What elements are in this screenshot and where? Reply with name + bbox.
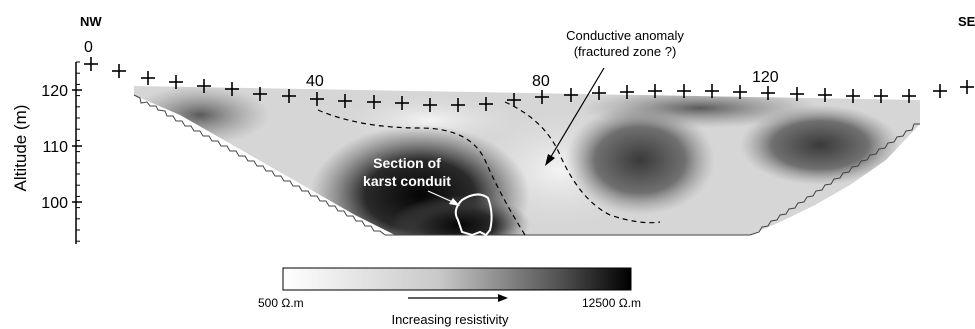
anomaly-boundary-left — [317, 109, 526, 236]
electrode-cross — [677, 84, 691, 98]
conduit-label-line2: karst conduit — [363, 173, 451, 189]
electrode-cross — [423, 98, 437, 112]
distance-label-120: 120 — [752, 69, 779, 86]
anomaly-boundary-right — [504, 101, 661, 224]
distance-label-40: 40 — [306, 73, 324, 90]
electrode-cross — [197, 79, 211, 93]
electrode-cross — [367, 95, 381, 109]
conduit-arrow — [427, 190, 460, 206]
resistivity-section — [133, 86, 920, 236]
altitude-tick-120: 120 — [41, 83, 68, 100]
electrode-cross — [705, 84, 719, 98]
electrode-cross — [535, 90, 549, 104]
anomaly-arrow — [545, 67, 605, 166]
altitude-axis: 120 110 100 Altitude (m) — [11, 61, 82, 244]
colorbar-gradient — [282, 267, 632, 291]
resistivity-colorbar: 500 Ω.m 12500 Ω.m Increasing resistivity — [258, 267, 641, 327]
electrode-cross — [338, 94, 352, 108]
electrode-cross — [225, 82, 239, 96]
electrode-cross — [451, 98, 465, 112]
electrode-cross — [818, 88, 832, 102]
electrode-cross — [960, 80, 974, 94]
karst-conduit-outline — [454, 193, 493, 237]
electrode-cross — [846, 89, 860, 103]
electrode-cross — [874, 89, 888, 103]
electrode-cross — [507, 93, 521, 107]
electrode-cross — [648, 84, 662, 98]
colorbar-caption: Increasing resistivity — [391, 312, 509, 327]
electrode-cross — [902, 89, 916, 103]
altitude-tick-110: 110 — [42, 139, 68, 156]
electrode-cross — [733, 85, 747, 99]
electrode-cross — [84, 57, 98, 71]
electrode-cross — [169, 75, 183, 89]
resistivity-arrow-head — [498, 294, 508, 302]
electrode-cross — [933, 84, 947, 98]
electrode-cross — [620, 85, 634, 99]
profile-end-se: SE — [958, 14, 975, 29]
electrode-cross — [253, 87, 267, 101]
electrode-cross — [592, 86, 606, 100]
electrode-cross — [310, 92, 324, 106]
electrode-cross — [761, 86, 775, 100]
electrode-cross — [479, 97, 493, 111]
distance-label-80: 80 — [532, 73, 550, 90]
altitude-tick-100: 100 — [41, 195, 68, 212]
electrode-cross — [564, 88, 578, 102]
colorbar-min-label: 500 Ω.m — [258, 296, 304, 310]
electrode-cross — [790, 87, 804, 101]
electrode-cross — [112, 64, 126, 78]
distance-label-0: 0 — [84, 39, 93, 56]
profile-end-nw: NW — [80, 14, 102, 29]
electrode-cross — [141, 71, 155, 85]
electrode-cross — [395, 96, 409, 110]
electrode-cross — [282, 89, 296, 103]
altitude-axis-label: Altitude (m) — [11, 105, 30, 192]
colorbar-max-label: 12500 Ω.m — [582, 296, 641, 310]
electrode-markers — [84, 57, 974, 112]
anomaly-label-line2: (fractured zone ?) — [574, 44, 677, 59]
anomaly-label-line1: Conductive anomaly — [566, 28, 684, 43]
conduit-label-line1: Section of — [373, 155, 441, 171]
